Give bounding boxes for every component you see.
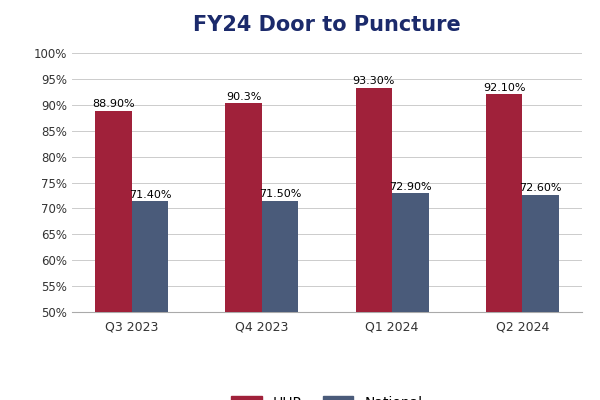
Text: 90.3%: 90.3%	[226, 92, 262, 102]
Bar	[226, 103, 262, 400]
Text: 92.10%: 92.10%	[483, 82, 526, 92]
Text: 93.30%: 93.30%	[353, 76, 395, 86]
Bar	[262, 201, 298, 400]
Bar	[95, 111, 131, 400]
Text: 72.90%: 72.90%	[389, 182, 431, 192]
Bar	[392, 194, 428, 400]
Text: 72.60%: 72.60%	[520, 184, 562, 194]
Text: 71.50%: 71.50%	[259, 189, 301, 199]
Bar	[523, 195, 559, 400]
Text: 71.40%: 71.40%	[128, 190, 171, 200]
Bar	[486, 94, 523, 400]
Bar	[356, 88, 392, 400]
Bar	[131, 201, 168, 400]
Title: FY24 Door to Puncture: FY24 Door to Puncture	[193, 15, 461, 35]
Text: 88.90%: 88.90%	[92, 99, 135, 109]
Legend: HUP, National: HUP, National	[226, 390, 428, 400]
